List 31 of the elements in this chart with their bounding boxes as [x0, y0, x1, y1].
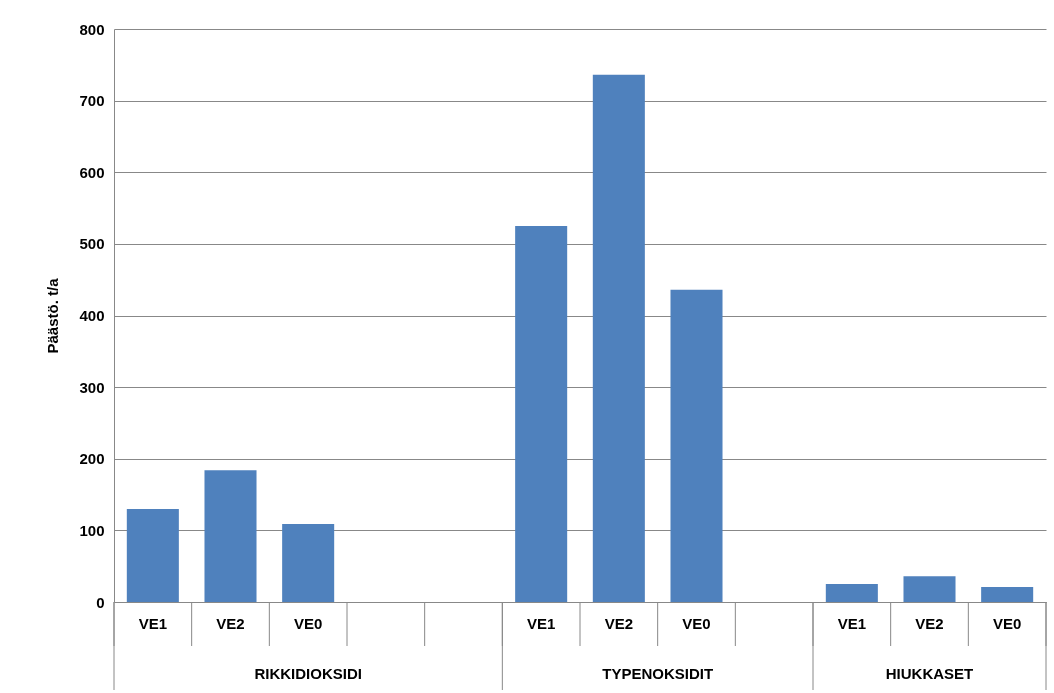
bar [670, 289, 723, 602]
bar [282, 523, 335, 602]
text: HIUKKASET [885, 665, 974, 682]
y-tick-label: 800 [79, 20, 105, 38]
y-tick-label: 700 [79, 92, 105, 110]
bar [126, 508, 179, 602]
y-tick-label: 400 [79, 307, 105, 324]
y-tick-label: 300 [79, 378, 105, 396]
y-axis-title: Päästö. t/a [44, 277, 62, 354]
bar [825, 584, 878, 602]
bar [903, 576, 956, 602]
y-tick-label: 0 [96, 593, 105, 611]
bar [204, 470, 257, 602]
bar [592, 74, 645, 602]
x-tick-label: VE0 [293, 614, 323, 632]
text: RIKKIDIOKSIDI [254, 665, 362, 682]
bar [515, 225, 568, 602]
x-tick-label: VE2 [915, 614, 944, 632]
x-tick-label: VE1 [138, 614, 168, 632]
x-tick-label: VE2 [604, 614, 634, 632]
x-tick-label: VE2 [216, 614, 245, 632]
y-tick-label: 200 [79, 450, 105, 468]
y-tick-label: 100 [79, 521, 105, 539]
y-tick-label: 600 [79, 163, 105, 181]
bar [981, 586, 1034, 602]
text: TYPENOKSIDIT [602, 665, 714, 682]
x-tick-label: VE1 [837, 614, 867, 632]
x-tick-label: VE0 [682, 614, 711, 632]
x-tick-label: VE0 [992, 614, 1022, 632]
x-tick-label: VE1 [526, 614, 556, 632]
y-tick-label: 500 [79, 235, 105, 253]
